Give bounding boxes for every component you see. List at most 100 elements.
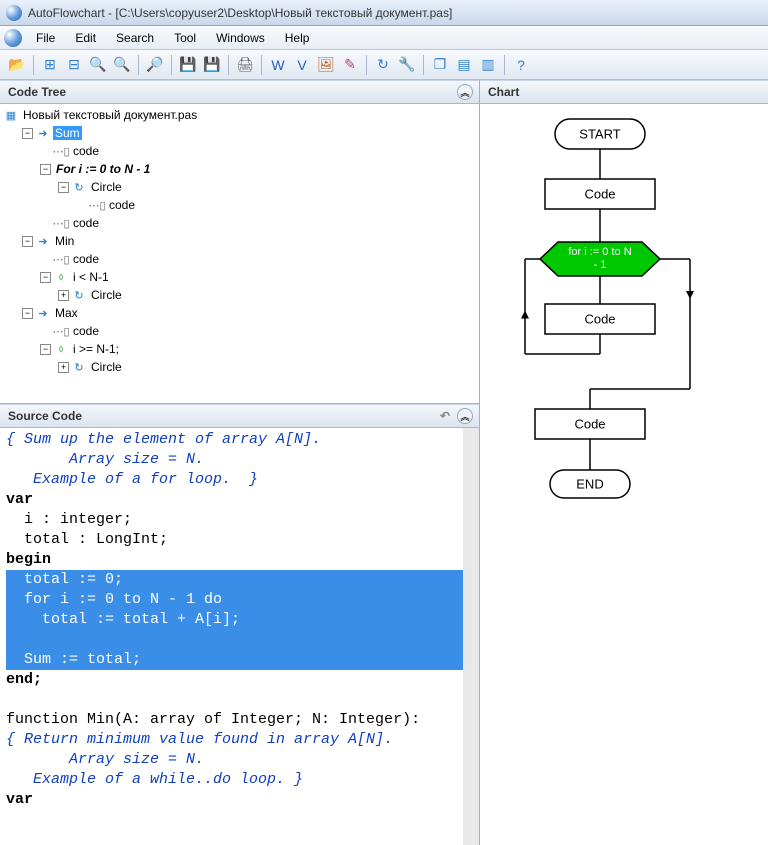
tree-node[interactable]: −⬨i < N-1 [4,268,475,286]
chart-panel[interactable]: STARTCodefor i := 0 to N- 1CodeCodeEND [480,104,768,845]
tree-node[interactable]: +↻Circle [4,358,475,376]
svg-text:END: END [576,476,603,491]
source-line[interactable]: function Min(A: array of Integer; N: Int… [6,710,473,730]
tree-node-label: code [107,198,137,212]
source-line[interactable]: for i := 0 to N - 1 do [6,590,473,610]
source-line[interactable]: Example of a while..do loop. } [6,770,473,790]
tree-expander[interactable]: − [40,344,51,355]
code-tree-panel[interactable]: ▦Новый текстовый документ.pas−➜Sum⋯▯code… [0,104,479,404]
tree-node-label: i < N-1 [71,270,111,284]
app-menu-icon [4,29,22,47]
toolbar: 📂⊞⊟🔍🔍🔎💾💾🖨WV🖼✎↻🔧❐▤▥? [0,50,768,80]
collapse-minus-icon[interactable]: ⊟ [63,54,85,76]
toolbar-separator [366,55,367,75]
tile-v-icon[interactable]: ▥ [477,54,499,76]
chart-header: Chart [480,80,768,104]
tree-node-icon: ➜ [36,306,50,320]
export-word-icon[interactable]: W [267,54,289,76]
tree-node-label: Circle [89,180,124,194]
help-icon[interactable]: ? [510,54,532,76]
tree-node-label: code [71,252,101,266]
tree-node-icon: ➜ [36,126,50,140]
tree-node[interactable]: −For i := 0 to N - 1 [4,160,475,178]
tree-node[interactable]: −➜Max [4,304,475,322]
source-line[interactable]: { Return minimum value found in array A[… [6,730,473,750]
tree-expander[interactable]: − [22,308,33,319]
source-line[interactable]: end; [6,670,473,690]
menu-windows[interactable]: Windows [206,28,275,48]
source-scrollbar[interactable] [463,428,479,845]
tree-node-label: code [71,144,101,158]
collapse-source-button[interactable]: ︽ [457,408,473,424]
tree-node-icon: ⋯▯ [54,144,68,158]
menu-edit[interactable]: Edit [65,28,106,48]
tree-expander[interactable]: − [40,272,51,283]
tree-root[interactable]: ▦Новый текстовый документ.pas [4,106,475,124]
collapse-tree-button[interactable]: ︽ [457,84,473,100]
code-tree-title: Code Tree [8,85,66,99]
source-line[interactable]: { Sum up the element of array A[N]. [6,430,473,450]
menu-file[interactable]: File [26,28,65,48]
toolbar-separator [138,55,139,75]
zoom-in-icon[interactable]: 🔍 [87,54,109,76]
save-icon[interactable]: 💾 [177,54,199,76]
source-line[interactable]: var [6,490,473,510]
binoculars-icon[interactable]: 🔎 [144,54,166,76]
undo-button[interactable]: ↶ [437,408,453,424]
menu-help[interactable]: Help [275,28,320,48]
source-line[interactable] [6,630,473,650]
export-svg-icon[interactable]: ✎ [339,54,361,76]
menu-search[interactable]: Search [106,28,164,48]
source-line[interactable]: Example of a for loop. } [6,470,473,490]
open-folder-icon[interactable]: 📂 [6,54,28,76]
export-visio-icon[interactable]: V [291,54,313,76]
zoom-out-icon[interactable]: 🔍 [111,54,133,76]
source-line[interactable] [6,690,473,710]
toolbar-separator [33,55,34,75]
print-icon[interactable]: 🖨 [234,54,256,76]
source-line[interactable]: total : LongInt; [6,530,473,550]
source-code-panel[interactable]: { Sum up the element of array A[N]. Arra… [0,428,479,845]
export-image-icon[interactable]: 🖼 [315,54,337,76]
tree-node[interactable]: −➜Min [4,232,475,250]
tree-expander[interactable]: − [40,164,51,175]
tree-node-icon: ⋯▯ [54,216,68,230]
source-line[interactable]: total := 0; [6,570,473,590]
tree-node-label: Sum [53,126,82,140]
source-line[interactable]: begin [6,550,473,570]
save-all-icon[interactable]: 💾 [201,54,223,76]
tile-h-icon[interactable]: ▤ [453,54,475,76]
tree-node[interactable]: ⋯▯code [4,196,475,214]
tree-expander[interactable]: + [58,362,69,373]
source-line[interactable]: i : integer; [6,510,473,530]
tree-node-icon: ↻ [72,180,86,194]
tree-node[interactable]: ⋯▯code [4,214,475,232]
source-line[interactable]: Sum := total; [6,650,473,670]
cascade-icon[interactable]: ❐ [429,54,451,76]
tree-node[interactable]: ⋯▯code [4,322,475,340]
menu-tool[interactable]: Tool [164,28,206,48]
expand-plus-icon[interactable]: ⊞ [39,54,61,76]
source-line[interactable]: Array size = N. [6,450,473,470]
tree-node-label: Circle [89,360,124,374]
tree-node[interactable]: −↻Circle [4,178,475,196]
refresh-icon[interactable]: ↻ [372,54,394,76]
tree-node[interactable]: +↻Circle [4,286,475,304]
toolbar-separator [171,55,172,75]
tree-node[interactable]: −➜Sum [4,124,475,142]
svg-text:Code: Code [584,186,615,201]
source-line[interactable]: Array size = N. [6,750,473,770]
tree-node-icon: ↻ [72,288,86,302]
tools-icon[interactable]: 🔧 [396,54,418,76]
svg-text:Code: Code [574,416,605,431]
tree-expander[interactable]: − [22,236,33,247]
tree-node[interactable]: ⋯▯code [4,142,475,160]
source-line[interactable]: total := total + A[i]; [6,610,473,630]
source-line[interactable]: var [6,790,473,810]
tree-expander[interactable]: − [58,182,69,193]
chart-title: Chart [488,85,519,99]
tree-expander[interactable]: − [22,128,33,139]
tree-node[interactable]: ⋯▯code [4,250,475,268]
tree-node[interactable]: −⬨i >= N-1; [4,340,475,358]
tree-expander[interactable]: + [58,290,69,301]
